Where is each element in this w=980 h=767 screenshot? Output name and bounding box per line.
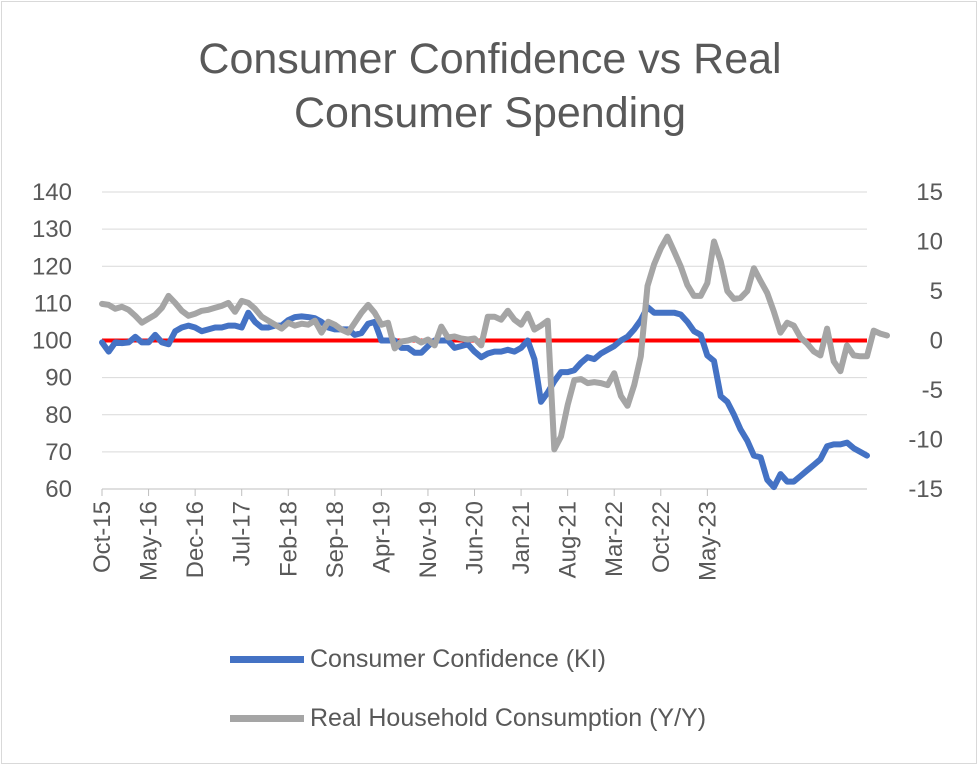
y-left-tick-label: 120	[32, 253, 72, 280]
series-layer	[99, 233, 890, 491]
x-tick-label: Sep-18	[322, 501, 349, 578]
chart-title: Consumer Confidence vs Real Consumer Spe…	[0, 32, 980, 140]
y-left-tick-label: 130	[32, 216, 72, 243]
x-tick-label: May-23	[694, 501, 721, 581]
y-right-tick-label: 10	[916, 229, 943, 256]
x-tick-label: Mar-22	[601, 501, 628, 577]
x-tick-label: Oct-22	[648, 501, 675, 573]
x-tick-label: Dec-16	[182, 501, 209, 578]
y-left-tick-label: 70	[45, 439, 72, 466]
y-axis-right: -15 -10 -5 0 5 10 15	[908, 179, 943, 503]
series-line-real-household-consumption	[99, 233, 890, 453]
x-tick-label: Oct-15	[89, 501, 116, 573]
y-axis-left: 60 70 80 90 100 110 120 130 140	[32, 179, 72, 503]
legend-item-consumer-confidence: Consumer Confidence (KI)	[230, 639, 606, 679]
y-right-tick-label: -15	[908, 476, 943, 503]
y-right-tick-label: -10	[908, 427, 943, 454]
legend-label-real-household-consumption: Real Household Consumption (Y/Y)	[310, 703, 707, 732]
legend-label-consumer-confidence: Consumer Confidence (KI)	[310, 644, 606, 673]
x-tick-label: Nov-19	[415, 501, 442, 578]
y-left-tick-label: 60	[45, 476, 72, 503]
x-tick-label: Apr-19	[368, 501, 395, 573]
y-right-tick-label: 15	[916, 179, 943, 206]
x-tick-label: Aug-21	[555, 501, 582, 578]
x-tick-label: May-16	[136, 501, 163, 581]
series-line-consumer-confidence	[99, 304, 870, 491]
y-left-tick-label: 90	[45, 365, 72, 392]
legend-swatch-consumer-confidence	[230, 655, 304, 663]
chart-title-line-2: Consumer Spending	[293, 89, 687, 137]
y-left-tick-label: 140	[32, 179, 72, 206]
chart-title-line-1: Consumer Confidence vs Real	[198, 35, 782, 83]
x-tick-label: Jan-21	[508, 501, 535, 574]
y-right-tick-label: 5	[930, 278, 943, 305]
legend-item-real-household-consumption: Real Household Consumption (Y/Y)	[230, 698, 706, 738]
x-tick-label: Jul-17	[229, 501, 256, 566]
legend-swatch-real-household-consumption	[230, 714, 304, 722]
x-axis: Oct-15 May-16 Dec-16 Jul-17 Feb-18 Sep-18 Apr-…	[89, 488, 867, 581]
y-right-tick-label: -5	[922, 377, 943, 404]
y-left-tick-label: 100	[32, 328, 72, 355]
x-tick-label: Jun-20	[462, 501, 489, 574]
y-left-tick-label: 110	[34, 290, 72, 317]
x-tick-label: Feb-18	[275, 501, 302, 577]
y-right-tick-label: 0	[930, 328, 943, 355]
y-left-tick-label: 80	[45, 402, 72, 429]
